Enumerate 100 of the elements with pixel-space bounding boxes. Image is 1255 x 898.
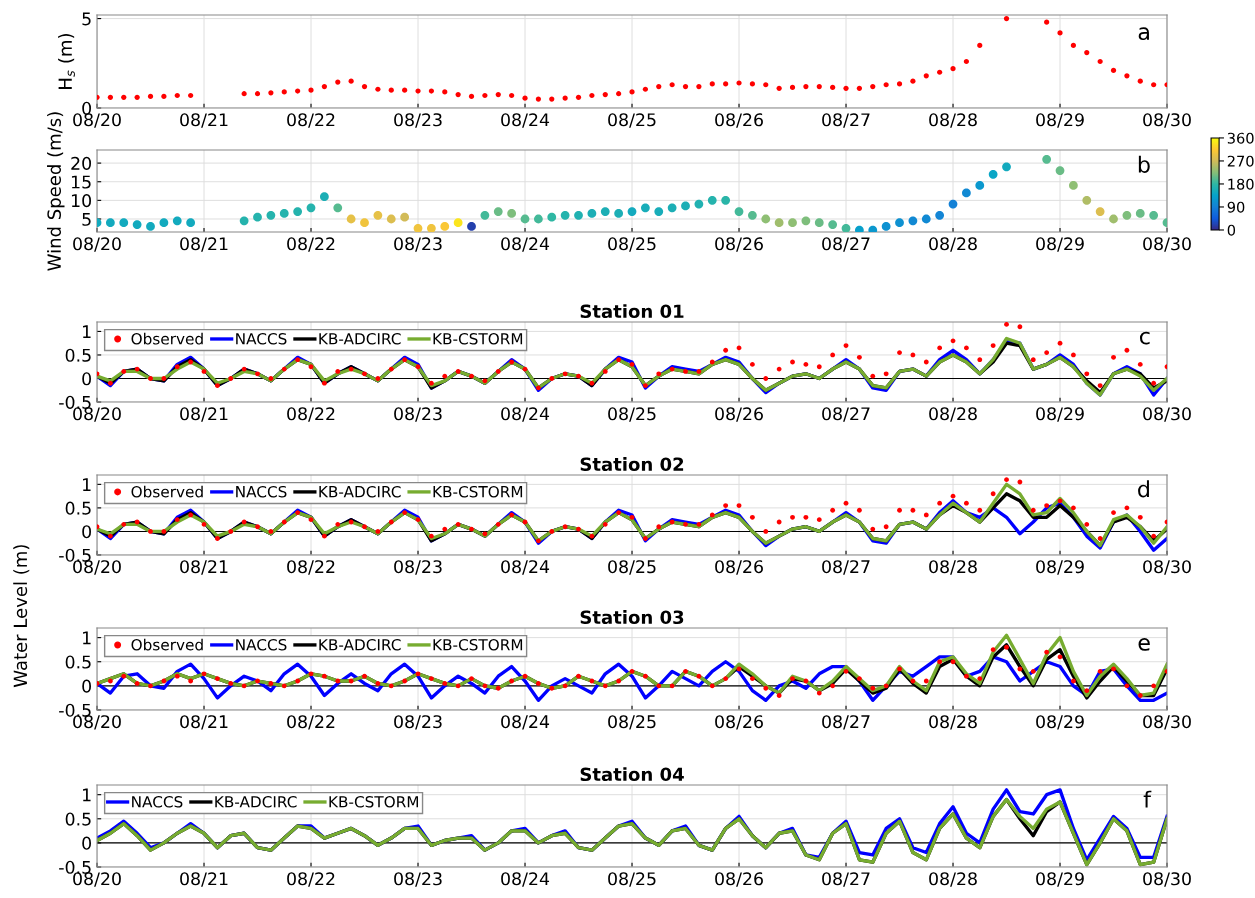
y-tick-label: 0 (82, 372, 91, 386)
y-axis-title: Water Level (m) (13, 545, 30, 688)
y-tick-label: -0.5 (59, 395, 91, 409)
x-tick-label: 08/25 (608, 872, 656, 887)
x-tick-label: 08/29 (1036, 872, 1084, 887)
x-tick-label: 08/26 (715, 560, 763, 575)
x-tick-label: 08/23 (394, 237, 442, 252)
legend-label: KB-CSTORM (433, 485, 523, 498)
x-tick-label: 08/25 (608, 560, 656, 575)
x-tick-label: 08/28 (929, 407, 977, 422)
x-tick-label: 08/29 (1036, 560, 1084, 575)
legend-label: KB-ADCIRC (319, 638, 401, 651)
annotation: f (1143, 790, 1152, 808)
y-tick-label: 0.5 (65, 501, 91, 515)
x-tick-label: 08/30 (1143, 560, 1191, 575)
x-tick-label: 08/24 (501, 872, 550, 887)
x-tick-label: 08/22 (287, 715, 335, 730)
x-tick-label: 08/23 (394, 715, 442, 730)
y-tick-label: -0.5 (59, 860, 91, 874)
y-tick-label: 1 (83, 325, 91, 339)
chart-title: Station 01 (580, 304, 684, 319)
y-tick-label: 0 (82, 101, 91, 115)
annotation: d (1138, 480, 1149, 498)
color-bar-label: 180 (1228, 178, 1254, 190)
x-tick-label: 08/28 (929, 872, 977, 887)
annotation: b (1138, 155, 1150, 173)
x-tick-label: 08/20 (73, 560, 121, 575)
x-tick-label: 08/30 (1143, 237, 1191, 252)
y-tick-label: 5 (82, 212, 91, 226)
chart-title: Station 04 (580, 767, 684, 782)
x-tick-label: 08/23 (394, 113, 442, 128)
x-tick-label: 08/22 (287, 872, 335, 887)
x-tick-label: 08/20 (73, 407, 121, 422)
x-tick-label: 08/24 (501, 560, 550, 575)
x-tick-label: 08/21 (180, 715, 228, 730)
x-tick-label: 08/26 (715, 872, 763, 887)
color-bar-label: 270 (1227, 155, 1254, 167)
x-tick-label: 08/23 (394, 407, 442, 422)
x-tick-label: 08/25 (608, 113, 656, 128)
legend-label: Observed (131, 485, 203, 498)
x-tick-label: 08/26 (715, 715, 763, 730)
x-tick-label: 08/24 (501, 715, 550, 730)
x-tick-label: 08/29 (1036, 715, 1084, 730)
y-tick-label: 1 (83, 788, 91, 802)
chart-title: Station 03 (580, 610, 684, 625)
y-axis-title: H$_{s}$ (m) (58, 33, 75, 89)
legend-label: KB-CSTORM (433, 638, 523, 651)
x-tick-label: 08/21 (180, 560, 228, 575)
x-tick-label: 08/29 (1036, 407, 1084, 422)
y-tick-label: 20 (71, 156, 91, 170)
x-tick-label: 08/29 (1036, 237, 1084, 252)
x-tick-label: 08/28 (929, 113, 977, 128)
x-tick-label: 08/22 (287, 407, 335, 422)
y-tick-label: 0 (82, 525, 91, 539)
x-tick-label: 08/27 (822, 113, 870, 128)
x-tick-label: 08/21 (180, 872, 228, 887)
x-tick-label: 08/23 (394, 560, 442, 575)
y-tick-label: 5 (82, 12, 91, 26)
x-tick-label: 08/26 (715, 237, 763, 252)
annotation: a (1138, 27, 1149, 41)
y-axis-title: Wind Speed (m/s) (47, 112, 65, 271)
x-tick-label: 08/24 (501, 237, 550, 252)
legend-label: NACCS (236, 332, 287, 345)
y-tick-label: 0.5 (65, 655, 91, 669)
legend-label: Observed (131, 332, 203, 345)
y-tick-label: 0 (82, 679, 91, 693)
x-tick-label: 08/30 (1143, 872, 1191, 887)
x-tick-label: 08/27 (822, 560, 870, 575)
x-tick-label: 08/30 (1143, 113, 1191, 128)
annotation: e (1138, 638, 1150, 651)
x-tick-label: 08/27 (822, 237, 870, 252)
x-tick-label: 08/30 (1143, 715, 1191, 730)
x-tick-label: 08/24 (501, 407, 550, 422)
legend-label: KB-CSTORM (433, 332, 523, 345)
legend-label: KB-ADCIRC (215, 796, 297, 808)
y-tick-label: 10 (71, 194, 91, 208)
color-bar-label: 0 (1227, 224, 1236, 236)
legend-label: NACCS (236, 638, 287, 651)
x-tick-label: 08/20 (73, 113, 121, 128)
y-tick-label: -0.5 (59, 548, 91, 562)
legend-label: NACCS (236, 485, 287, 498)
y-tick-label: 0 (82, 836, 91, 850)
x-tick-label: 08/25 (608, 715, 656, 730)
x-tick-label: 08/27 (822, 872, 870, 887)
y-tick-label: -0.5 (59, 703, 91, 717)
y-tick-label: 1 (83, 478, 91, 491)
y-tick-label: 1 (83, 631, 91, 645)
x-tick-label: 08/23 (394, 872, 442, 887)
x-tick-label: 08/26 (715, 113, 763, 128)
x-tick-label: 08/22 (287, 237, 335, 252)
x-tick-label: 08/22 (287, 560, 335, 575)
x-tick-label: 08/29 (1036, 113, 1084, 128)
x-tick-label: 08/27 (822, 407, 870, 422)
x-tick-label: 08/25 (608, 237, 656, 252)
annotation: c (1139, 331, 1150, 345)
chart-title: Station 02 (580, 457, 684, 472)
x-tick-label: 08/20 (73, 237, 121, 252)
x-tick-label: 08/25 (608, 407, 656, 422)
y-tick-label: 0.5 (65, 812, 91, 826)
x-tick-label: 08/20 (73, 872, 121, 887)
